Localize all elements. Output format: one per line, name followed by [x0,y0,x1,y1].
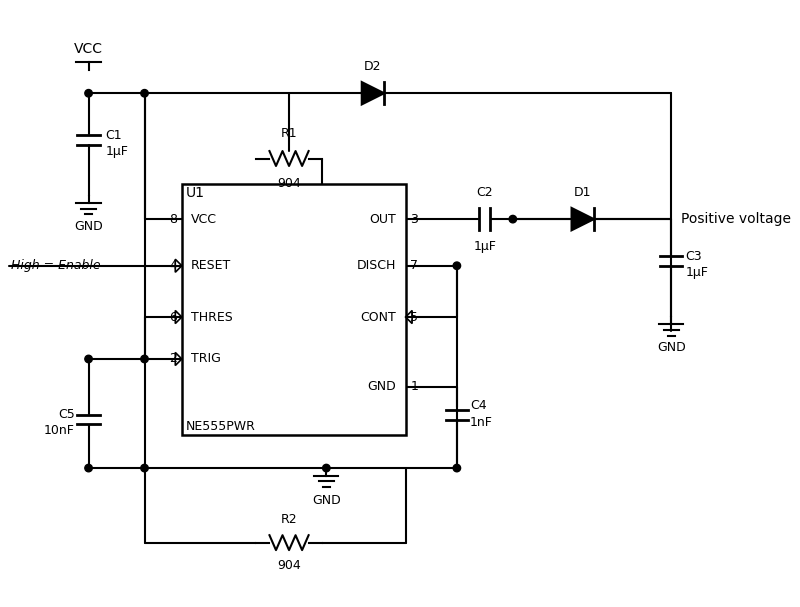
Text: 904: 904 [277,560,301,572]
Circle shape [453,262,461,270]
Text: C5: C5 [58,409,74,421]
Text: C2: C2 [477,186,493,198]
Circle shape [141,355,148,363]
Text: DISCH: DISCH [357,259,396,272]
Text: 8: 8 [169,212,177,226]
Text: 1nF: 1nF [470,416,493,429]
Text: 1μF: 1μF [106,144,128,158]
Text: 2: 2 [170,353,177,365]
Text: C1: C1 [106,129,122,141]
Text: R1: R1 [281,127,298,140]
Text: 904: 904 [277,177,301,190]
Text: D1: D1 [574,186,591,198]
Text: 1: 1 [410,381,418,393]
Text: 5: 5 [410,311,418,324]
Text: 7: 7 [410,259,418,272]
Text: GND: GND [367,381,396,393]
Text: GND: GND [74,220,103,233]
Text: 1μF: 1μF [686,266,708,279]
Text: CONT: CONT [361,311,396,324]
Text: 3: 3 [410,212,418,226]
Circle shape [509,215,517,223]
Text: R2: R2 [281,513,298,526]
Circle shape [322,464,330,472]
Text: OUT: OUT [370,212,396,226]
Circle shape [85,464,92,472]
Polygon shape [362,82,384,104]
Circle shape [85,89,92,97]
Circle shape [85,355,92,363]
Text: VCC: VCC [191,212,217,226]
Text: 6: 6 [170,311,177,324]
Text: 4: 4 [170,259,177,272]
Text: GND: GND [312,494,341,507]
Text: NE555PWR: NE555PWR [186,419,255,433]
Text: 10nF: 10nF [44,424,74,437]
Polygon shape [571,208,594,230]
Text: U1: U1 [186,186,205,200]
Text: TRIG: TRIG [191,353,221,365]
Circle shape [453,464,461,472]
Text: C4: C4 [470,399,486,412]
Text: RESET: RESET [191,259,231,272]
Text: GND: GND [657,341,686,354]
Text: 1μF: 1μF [474,240,496,253]
Text: Positive voltage: Positive voltage [681,212,790,226]
Text: C3: C3 [686,250,702,263]
Text: D2: D2 [364,59,382,73]
Text: THRES: THRES [191,311,233,324]
Circle shape [141,89,148,97]
Bar [182,184,406,435]
Text: High = Enable: High = Enable [11,259,101,272]
Text: VCC: VCC [74,42,103,56]
Circle shape [141,464,148,472]
